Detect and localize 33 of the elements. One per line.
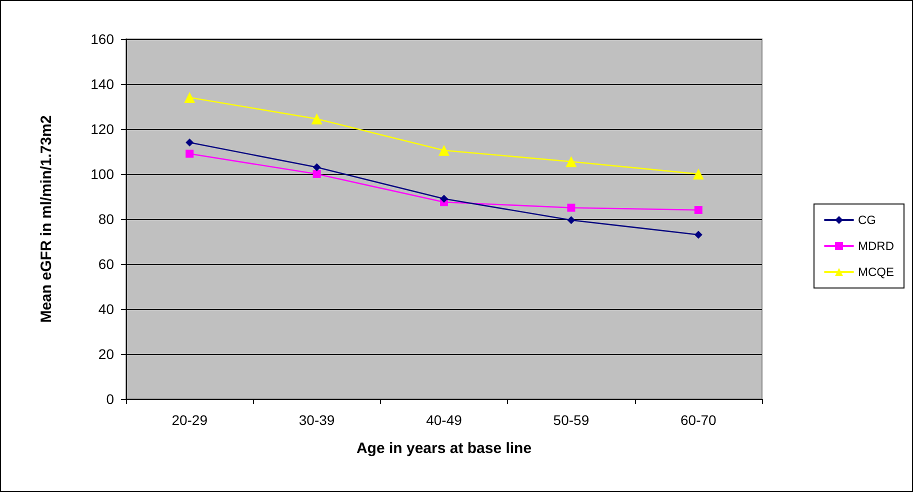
- legend-label: MCQE: [858, 265, 894, 279]
- point: [186, 150, 194, 158]
- x-tick-label: 30-39: [298, 412, 335, 428]
- point: [438, 144, 450, 156]
- x-tick-label: 60-70: [680, 412, 717, 428]
- y-axis-title: Mean eGFR in ml/min/1.73m2: [38, 115, 55, 323]
- point: [186, 138, 194, 146]
- point: [312, 170, 321, 178]
- y-tick-label: 0: [106, 391, 114, 407]
- x-tick-label: 20-29: [172, 412, 208, 428]
- y-tick-label: 20: [98, 346, 114, 362]
- point: [566, 156, 577, 168]
- point: [567, 204, 576, 212]
- x-tick-label: 40-49: [426, 412, 462, 428]
- y-tick-label: 160: [90, 31, 114, 47]
- legend-label: CG: [858, 213, 876, 227]
- point: [692, 168, 704, 180]
- point: [312, 163, 321, 172]
- point: [694, 206, 702, 214]
- point: [311, 113, 322, 124]
- legend-label: MDRD: [858, 239, 894, 253]
- y-tick-label: 120: [90, 121, 114, 137]
- x-tick-label: 50-59: [553, 412, 590, 428]
- point: [184, 92, 196, 103]
- y-tick-label: 80: [98, 211, 114, 227]
- y-tick-label: 100: [90, 166, 114, 182]
- y-tick-label: 40: [98, 301, 114, 317]
- point: [440, 194, 448, 203]
- point: [694, 230, 702, 239]
- point: [567, 216, 576, 224]
- y-tick-label: 140: [90, 76, 114, 92]
- y-tick-label: 60: [98, 256, 114, 272]
- x-axis-title: Age in years at base line: [356, 440, 532, 457]
